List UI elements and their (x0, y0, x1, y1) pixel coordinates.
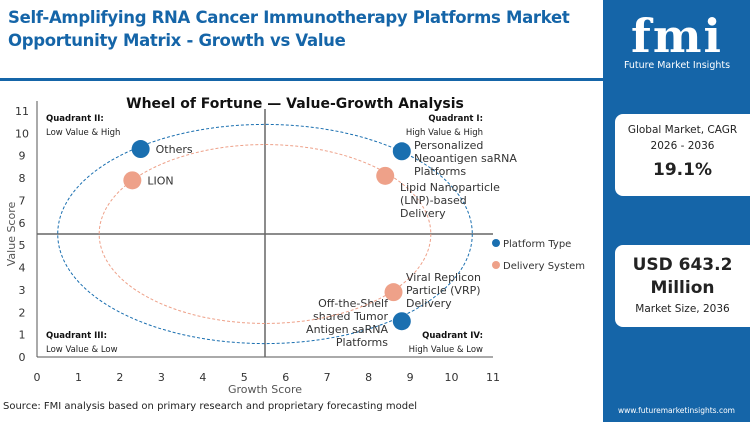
quadrant-subtitle: Low Value & Low (46, 345, 118, 355)
y-tick-label: 8 (19, 172, 26, 185)
cagr-value: 19.1% (653, 160, 712, 180)
data-point (123, 171, 142, 190)
y-tick-label: 2 (19, 306, 26, 319)
y-tick-label: 1 (19, 329, 26, 342)
point-label: Others (156, 143, 193, 156)
quadrant-title: Quadrant I: (428, 114, 483, 124)
x-tick-label: 8 (365, 371, 372, 384)
market-size-value: USD 643.2 Million (632, 255, 733, 298)
y-tick-label: 11 (15, 105, 29, 118)
x-tick-label: 0 (34, 371, 41, 384)
legend-label: Platform Type (503, 239, 571, 250)
legend-marker (492, 239, 500, 247)
cagr-label: Global Market, CAGR 2026 - 2036 (627, 124, 738, 152)
y-axis-label: Value Score (5, 202, 18, 267)
logo-mark: fmi (631, 9, 723, 63)
point-label: Viral Replicon Particle (VRP) Delivery (406, 271, 481, 310)
data-point (384, 283, 403, 302)
point-label: Off-the-Shelf shared Tumor Antigen saRNA Pl… (306, 297, 389, 349)
series-ellipse (57, 123, 473, 345)
y-tick-label: 10 (15, 127, 29, 140)
x-tick-label: 2 (116, 371, 123, 384)
x-tick-label: 3 (158, 371, 165, 384)
scatter-chart: Wheel of Fortune — Value-Growth Analysis… (5, 96, 585, 396)
x-tick-label: 1 (75, 371, 82, 384)
x-tick-label: 5 (241, 371, 248, 384)
x-tick-label: 7 (324, 371, 331, 384)
y-tick-label: 4 (19, 262, 26, 275)
legend-label: Delivery System (503, 261, 585, 272)
x-tick-label: 4 (199, 371, 206, 384)
source-note: Source: FMI analysis based on primary re… (3, 401, 418, 412)
point-label: LION (147, 174, 173, 187)
data-point (376, 166, 395, 185)
quadrant-title: Quadrant IV: (422, 331, 483, 341)
data-point (392, 142, 411, 161)
y-tick-label: 5 (19, 239, 26, 252)
x-tick-label: 9 (407, 371, 414, 384)
y-tick-label: 3 (19, 284, 26, 297)
quadrant-title: Quadrant III: (46, 331, 107, 341)
market-size-label: Market Size, 2036 (635, 303, 730, 315)
x-tick-label: 6 (282, 371, 289, 384)
x-axis-label: Growth Score (228, 383, 302, 396)
quadrant-subtitle: High Value & Low (409, 345, 483, 355)
page-title: Self-Amplifying RNA Cancer Immunotherapy… (8, 8, 570, 50)
cagr-card: Global Market, CAGR 2026 - 2036 19.1% (615, 114, 750, 196)
x-tick-label: 10 (445, 371, 459, 384)
x-tick-label: 11 (486, 371, 500, 384)
y-tick-label: 0 (19, 351, 26, 364)
market-size-card: USD 643.2 Million Market Size, 2036 (615, 245, 750, 327)
point-label: Lipid Nanoparticle (LNP)-based Delivery (400, 181, 500, 220)
title-divider (0, 78, 603, 81)
quadrant-subtitle: High Value & High (406, 128, 483, 138)
y-tick-label: 7 (19, 194, 26, 207)
y-tick-label: 9 (19, 150, 26, 163)
legend-marker (492, 261, 500, 269)
website-link[interactable]: www.futuremarketinsights.com (618, 406, 735, 415)
data-point (392, 312, 411, 331)
data-point (131, 140, 150, 159)
y-tick-label: 6 (19, 217, 26, 230)
quadrant-title: Quadrant II: (46, 114, 104, 124)
logo-subtitle: Future Market Insights (623, 60, 731, 71)
point-label: Personalized Neoantigen saRNA Platforms (414, 139, 517, 178)
quadrant-subtitle: Low Value & High (46, 128, 120, 138)
series-ellipse (98, 144, 432, 324)
fmi-logo: fmi Future Market Insights (617, 10, 737, 71)
chart-title: Wheel of Fortune — Value-Growth Analysis (126, 96, 464, 112)
sidebar-panel: fmi Future Market Insights Global Market… (603, 0, 750, 422)
